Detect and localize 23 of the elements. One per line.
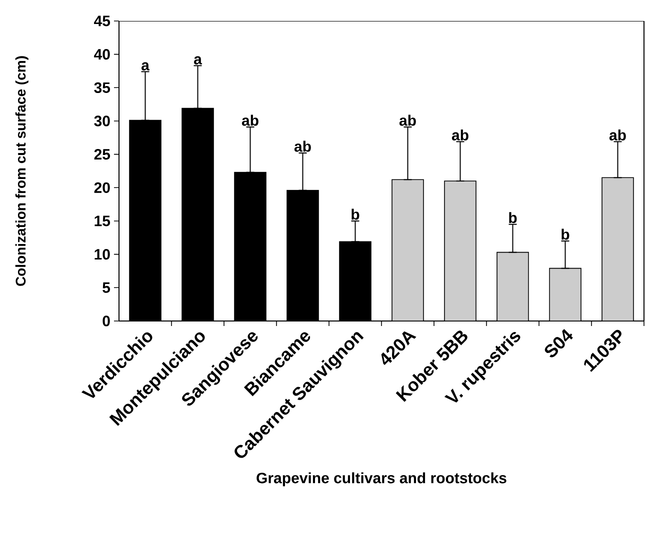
annotation: ab — [294, 140, 311, 152]
annotation: ab — [399, 114, 416, 126]
annotation: ab — [452, 129, 468, 140]
y-tick-label: 30 — [94, 116, 110, 126]
annotation: ab — [609, 129, 626, 140]
annotation: b — [509, 212, 517, 224]
annotation: b — [562, 228, 570, 240]
x-axis-title: Grapevine cultivars and rootstocks — [256, 472, 506, 486]
annotation: ab — [242, 114, 258, 126]
y-tick-label: 45 — [94, 16, 110, 26]
y-tick-label: 35 — [94, 82, 110, 93]
y-tick-label: 0 — [102, 316, 110, 326]
annotation: a — [194, 56, 202, 64]
x-tick-label: S04 — [544, 329, 573, 358]
y-tick-label: 20 — [94, 182, 110, 193]
y-tick-label: 5 — [102, 282, 110, 293]
y-tick-label: 15 — [94, 216, 110, 226]
y-tick-label: 10 — [94, 249, 110, 260]
y-tick-label: 40 — [94, 49, 110, 60]
y-axis-title: Colonization from cut surface (cm) — [15, 56, 28, 286]
y-tick-label: 25 — [94, 149, 110, 160]
annotation: b — [352, 208, 360, 220]
annotation: a — [142, 62, 150, 70]
